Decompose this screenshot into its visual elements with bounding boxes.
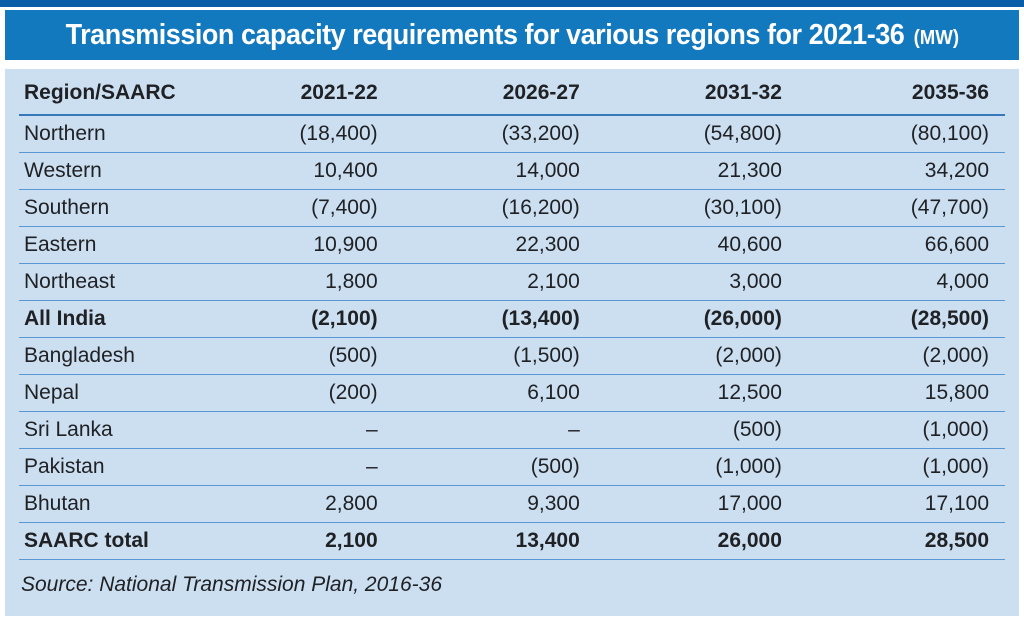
- value-cell: 28,500: [797, 522, 1005, 560]
- value-cell: 2,800: [235, 485, 394, 523]
- value-cell: 22,300: [393, 226, 596, 264]
- table-row: All India (2,100) (13,400) (26,000) (28,500): [19, 300, 1005, 338]
- value-cell: –: [235, 448, 394, 486]
- value-cell: (28,500): [797, 300, 1005, 338]
- value-cell: 1,800: [235, 263, 394, 301]
- top-border-strip: [0, 0, 1024, 7]
- col-header-year: 2031-32: [595, 71, 798, 116]
- value-cell: 6,100: [393, 374, 596, 412]
- value-cell: 4,000: [797, 263, 1005, 301]
- value-cell: 34,200: [797, 152, 1005, 190]
- value-cell: (7,400): [235, 189, 394, 227]
- value-cell: (33,200): [393, 115, 596, 153]
- value-cell: (2,000): [595, 337, 798, 375]
- value-cell: (18,400): [235, 115, 394, 153]
- col-header-region: Region/SAARC: [19, 71, 236, 116]
- value-cell: (80,100): [797, 115, 1005, 153]
- value-cell: 2,100: [393, 263, 596, 301]
- value-cell: 13,400: [393, 522, 596, 560]
- source-note: Source: National Transmission Plan, 2016…: [21, 572, 442, 596]
- col-header-year: 2021-22: [235, 71, 394, 116]
- value-cell: (500): [235, 337, 394, 375]
- table-row: Western 10,400 14,000 21,300 34,200: [19, 152, 1005, 190]
- value-cell: (47,700): [797, 189, 1005, 227]
- value-cell: 14,000: [393, 152, 596, 190]
- region-cell: All India: [19, 300, 236, 338]
- table-row: Nepal (200) 6,100 12,500 15,800: [19, 374, 1005, 412]
- value-cell: (2,100): [235, 300, 394, 338]
- value-cell: 21,300: [595, 152, 798, 190]
- region-cell: SAARC total: [19, 522, 236, 560]
- capacity-table: Region/SAARC 2021-22 2026-27 2031-32 2035-36…: [19, 71, 1005, 560]
- table-row: SAARC total 2,100 13,400 26,000 28,500: [19, 522, 1005, 560]
- value-cell: (54,800): [595, 115, 798, 153]
- value-cell: (13,400): [393, 300, 596, 338]
- table-row: Bhutan 2,800 9,300 17,000 17,100: [19, 485, 1005, 523]
- region-cell: Western: [19, 152, 236, 190]
- value-cell: (500): [595, 411, 798, 449]
- region-cell: Eastern: [19, 226, 236, 264]
- value-cell: (2,000): [797, 337, 1005, 375]
- value-cell: –: [393, 411, 596, 449]
- value-cell: (200): [235, 374, 394, 412]
- region-cell: Bangladesh: [19, 337, 236, 375]
- value-cell: 26,000: [595, 522, 798, 560]
- value-cell: (1,000): [797, 411, 1005, 449]
- value-cell: (500): [393, 448, 596, 486]
- table-row: Southern (7,400) (16,200) (30,100) (47,700): [19, 189, 1005, 227]
- region-cell: Sri Lanka: [19, 411, 236, 449]
- value-cell: 17,000: [595, 485, 798, 523]
- value-cell: 12,500: [595, 374, 798, 412]
- value-cell: 10,900: [235, 226, 394, 264]
- region-cell: Northeast: [19, 263, 236, 301]
- value-cell: 9,300: [393, 485, 596, 523]
- table-panel: Region/SAARC 2021-22 2026-27 2031-32 2035-36…: [5, 69, 1019, 616]
- region-cell: Southern: [19, 189, 236, 227]
- title-inner: Transmission capacity requirements for v…: [65, 19, 958, 52]
- value-cell: 40,600: [595, 226, 798, 264]
- value-cell: (26,000): [595, 300, 798, 338]
- value-cell: 66,600: [797, 226, 1005, 264]
- table-row: Bangladesh (500) (1,500) (2,000) (2,000): [19, 337, 1005, 375]
- table-row: Northeast 1,800 2,100 3,000 4,000: [19, 263, 1005, 301]
- value-cell: (1,500): [393, 337, 596, 375]
- value-cell: (30,100): [595, 189, 798, 227]
- value-cell: –: [235, 411, 394, 449]
- value-cell: (1,000): [595, 448, 798, 486]
- region-cell: Nepal: [19, 374, 236, 412]
- table-row: Northern (18,400) (33,200) (54,800) (80,100): [19, 115, 1005, 153]
- figure-title: Transmission capacity requirements for v…: [65, 18, 904, 51]
- table-row: Pakistan – (500) (1,000) (1,000): [19, 448, 1005, 486]
- value-cell: 15,800: [797, 374, 1005, 412]
- value-cell: (1,000): [797, 448, 1005, 486]
- table-row: Eastern 10,900 22,300 40,600 66,600: [19, 226, 1005, 264]
- col-header-year: 2026-27: [393, 71, 596, 116]
- region-cell: Northern: [19, 115, 236, 153]
- value-cell: 17,100: [797, 485, 1005, 523]
- value-cell: 2,100: [235, 522, 394, 560]
- region-cell: Bhutan: [19, 485, 236, 523]
- title-bar: Transmission capacity requirements for v…: [5, 10, 1019, 60]
- region-cell: Pakistan: [19, 448, 236, 486]
- figure-title-unit: (MW): [913, 26, 959, 49]
- value-cell: 10,400: [235, 152, 394, 190]
- value-cell: (16,200): [393, 189, 596, 227]
- table-row: Sri Lanka – – (500) (1,000): [19, 411, 1005, 449]
- col-header-year: 2035-36: [797, 71, 1005, 116]
- table-header-row: Region/SAARC 2021-22 2026-27 2031-32 2035-36: [19, 71, 1005, 116]
- value-cell: 3,000: [595, 263, 798, 301]
